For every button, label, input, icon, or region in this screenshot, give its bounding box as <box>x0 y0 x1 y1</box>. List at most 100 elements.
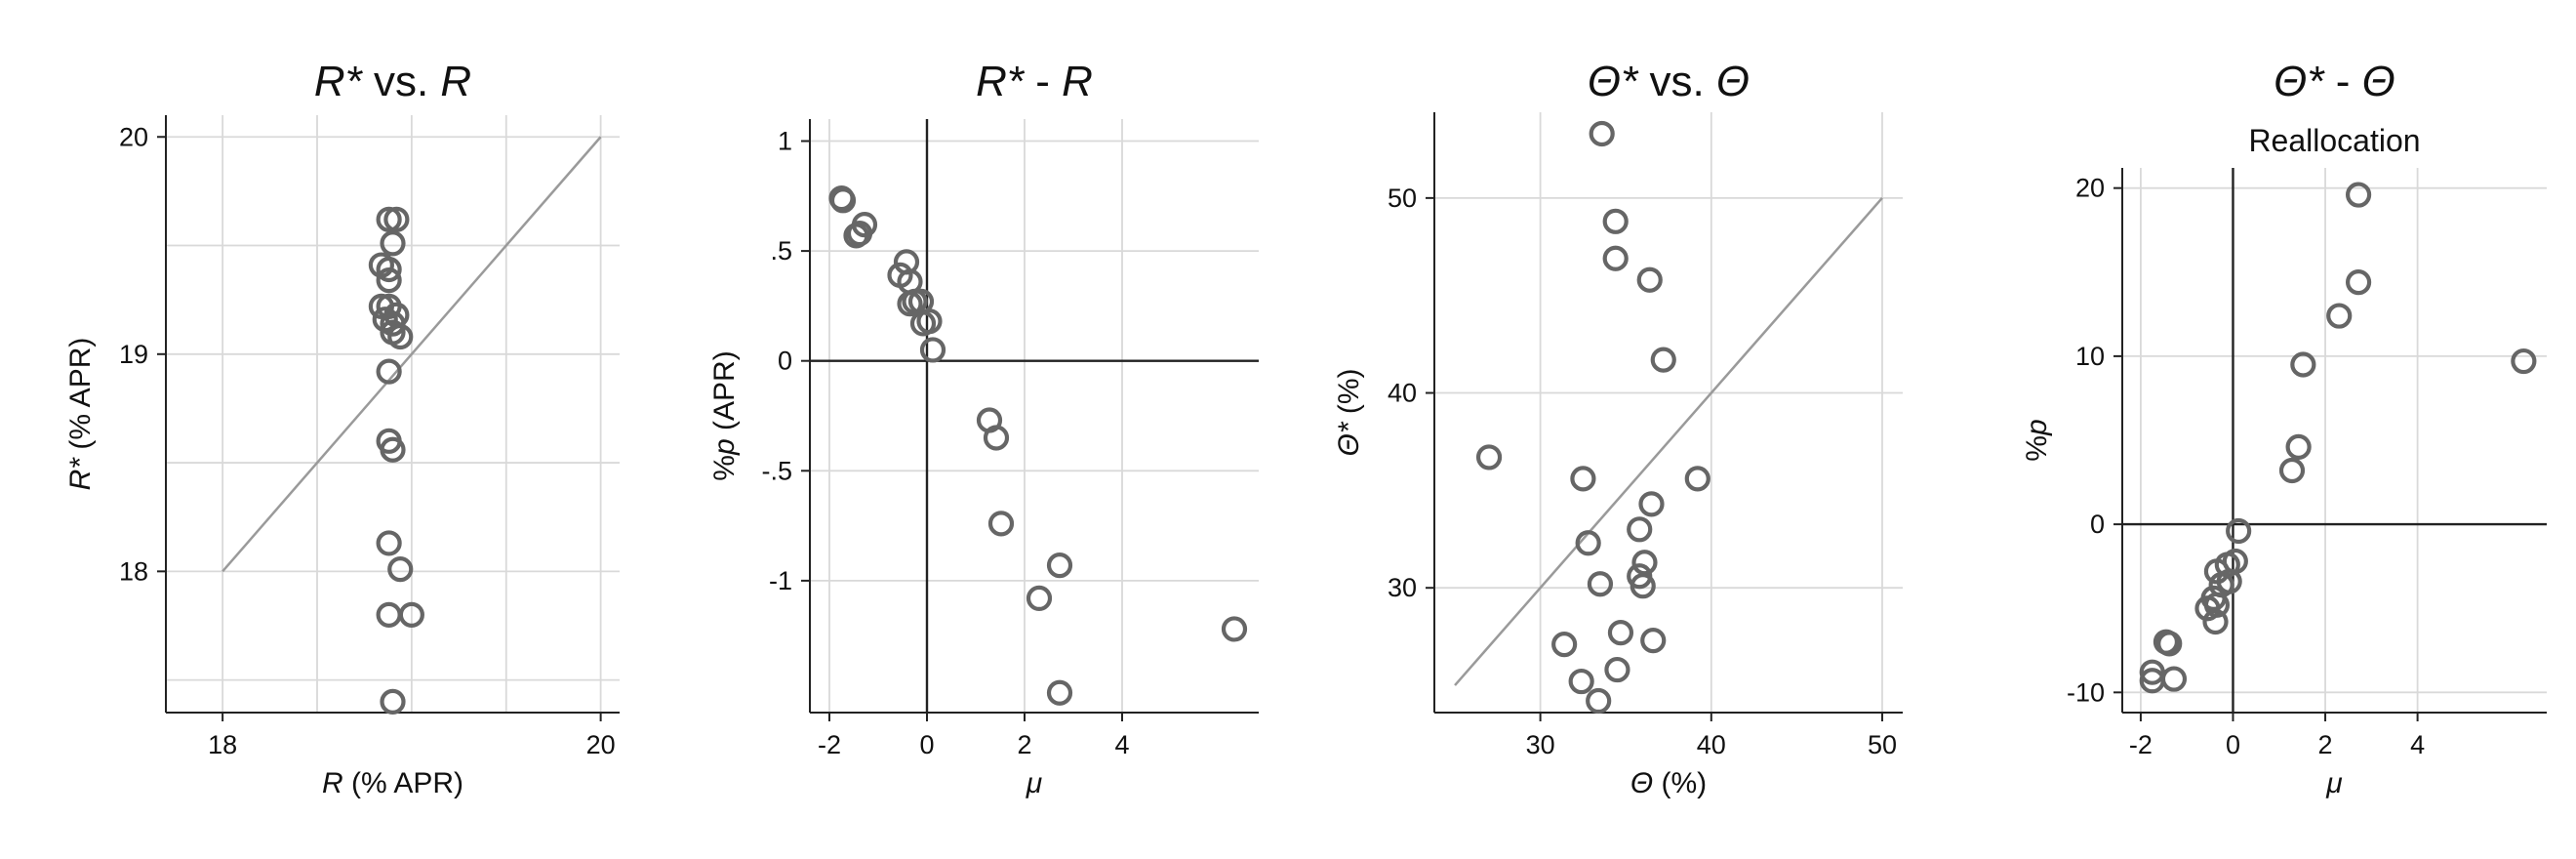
data-point <box>1638 491 1665 517</box>
data-point <box>380 310 406 337</box>
x-tick-label: 40 <box>1697 730 1726 759</box>
y-tick-label: -1 <box>769 566 792 595</box>
x-tick-label: 50 <box>1868 730 1897 759</box>
chart-panel-2: -2 0 2 4 1 .5 0 -.5 -1 R* - R μ %p (APR) <box>708 58 1259 799</box>
data-point <box>1607 620 1634 646</box>
data-point <box>1221 616 1248 642</box>
data-point <box>987 511 1015 537</box>
data-point <box>1604 656 1630 683</box>
data-point <box>1046 679 1073 706</box>
x-tick-label: 20 <box>586 730 616 759</box>
data-point <box>2160 666 2188 692</box>
data-point <box>1587 571 1614 597</box>
data-point <box>2156 631 2183 657</box>
chart-panel-3: 30 40 50 30 40 50 Θ* vs. Θ Θ (%) Θ* (%) <box>1333 58 1903 799</box>
x-tick-label: 0 <box>2226 730 2240 759</box>
x-axis-label: Θ (%) <box>1630 767 1707 799</box>
x-tick-label: 18 <box>208 730 237 759</box>
x-tick-label: 2 <box>2318 730 2333 759</box>
data-point <box>897 291 923 317</box>
data-point <box>2290 351 2316 378</box>
data-point <box>376 267 402 294</box>
chart-title: R* - R <box>976 58 1093 105</box>
data-point <box>1640 628 1667 654</box>
data-point <box>1568 668 1594 695</box>
data-point <box>1684 466 1711 492</box>
chart-title: R* vs. R <box>314 58 471 105</box>
data-point <box>387 323 414 350</box>
chart-panel-4: -2 0 2 4 20 10 0 -10 Θ* - Θ Reallocation μ %p <box>2021 58 2547 799</box>
data-point <box>376 358 402 385</box>
data-point <box>2139 659 2165 685</box>
data-point <box>380 688 406 715</box>
y-tick-label: 10 <box>2075 342 2105 371</box>
y-tick-label: 1 <box>778 127 792 156</box>
x-tick-label: 0 <box>919 730 934 759</box>
data-point <box>387 556 414 583</box>
data-point <box>1475 444 1503 470</box>
x-tick-label: 30 <box>1526 730 1555 759</box>
data-point <box>2345 269 2372 296</box>
data-point <box>2194 595 2221 622</box>
data-point <box>1586 687 1612 715</box>
data-point <box>1650 347 1676 373</box>
x-tick-label: -2 <box>2129 730 2153 759</box>
chart-title: Θ* vs. Θ <box>1588 58 1750 105</box>
y-tick-label: 50 <box>1388 184 1417 213</box>
data-point <box>1602 208 1629 234</box>
data-point <box>398 601 424 628</box>
reference-line <box>221 136 602 573</box>
data-point <box>919 337 946 363</box>
data-point <box>2202 608 2229 635</box>
y-axis-label: %p (APR) <box>708 350 741 480</box>
data-point <box>376 256 402 283</box>
reference-line <box>1454 197 1883 686</box>
data-point <box>1046 552 1073 579</box>
data-point <box>1602 245 1629 271</box>
data-point <box>376 530 402 556</box>
data-point <box>1575 530 1601 556</box>
y-axis-label: %p <box>2021 419 2053 461</box>
data-point <box>1630 573 1656 599</box>
data-point <box>1631 550 1658 576</box>
x-tick-label: -2 <box>818 730 841 759</box>
y-axis-label: Θ* (%) <box>1333 368 1365 456</box>
chart-subtitle: Reallocation <box>2248 123 2420 158</box>
data-point <box>1551 632 1578 658</box>
data-point <box>380 436 406 463</box>
y-tick-label: .5 <box>770 236 792 266</box>
y-tick-label: 0 <box>778 347 792 376</box>
data-point <box>1589 120 1615 147</box>
data-point <box>380 230 406 257</box>
y-tick-label: -10 <box>2067 677 2105 707</box>
data-point <box>829 187 857 214</box>
data-point <box>376 206 402 232</box>
data-point <box>846 220 873 247</box>
data-point <box>909 310 937 337</box>
chart-title: Θ* - Θ <box>2274 58 2395 105</box>
data-point <box>1627 516 1653 543</box>
y-tick-label: 18 <box>119 556 148 586</box>
x-axis-label: μ <box>2325 767 2342 799</box>
y-tick-label: 0 <box>2090 510 2105 539</box>
y-tick-label: 19 <box>119 340 148 369</box>
chart-panel-1: 18 20 18 19 20 R* vs. R R (% APR) R* (% APR) <box>64 58 620 799</box>
data-point <box>1026 585 1053 612</box>
y-tick-label: -.5 <box>761 456 792 485</box>
y-tick-label: 40 <box>1388 379 1417 408</box>
data-point <box>2226 517 2252 545</box>
y-axis-label: R* (% APR) <box>64 338 97 491</box>
data-point <box>2278 457 2306 484</box>
data-point <box>2345 182 2372 208</box>
y-tick-label: 30 <box>1388 573 1417 602</box>
x-tick-label: 4 <box>1114 730 1129 759</box>
data-point <box>376 601 402 628</box>
data-point <box>2285 433 2312 460</box>
x-tick-label: 4 <box>2410 730 2425 759</box>
y-tick-label: 20 <box>119 122 148 151</box>
data-point <box>2511 348 2537 375</box>
x-tick-label: 2 <box>1017 730 1031 759</box>
data-point <box>383 206 410 232</box>
data-point <box>1570 466 1596 492</box>
